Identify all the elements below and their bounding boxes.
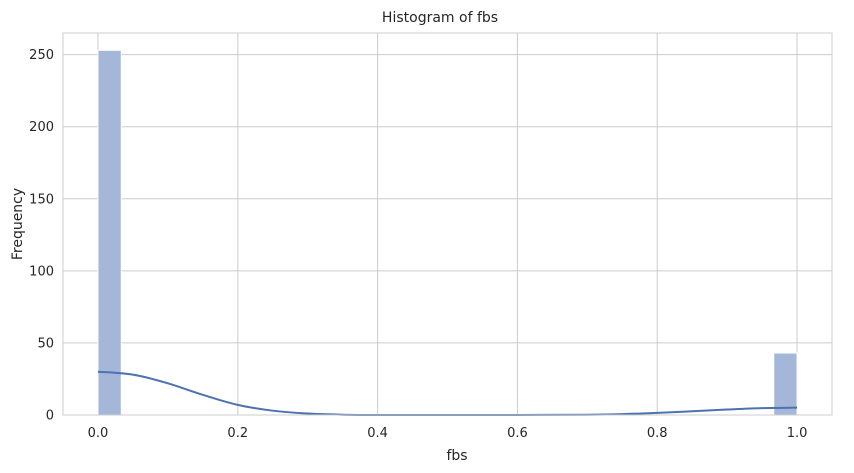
- y-tick-label: 150: [29, 192, 54, 207]
- x-tick-label: 0.4: [367, 426, 388, 441]
- bar-layer: [97, 49, 798, 416]
- kde-curve: [97, 370, 798, 417]
- x-axis-label: fbs: [446, 448, 467, 464]
- chart-title: Histogram of fbs: [382, 10, 498, 26]
- y-tick-labels: 0 50 100 150 200 250: [29, 48, 54, 423]
- histogram-bar: [773, 352, 798, 416]
- plot-frame: [62, 32, 833, 416]
- y-axis-label: Frequency: [10, 188, 26, 260]
- histogram-bar: [97, 49, 122, 416]
- grid-layer: [63, 33, 832, 416]
- x-tick-labels: 0.0 0.2 0.4 0.6 0.8 1.0: [88, 426, 808, 441]
- y-tick-label: 250: [29, 48, 54, 63]
- y-tick-label: 100: [29, 264, 54, 279]
- y-tick-label: 200: [29, 120, 54, 135]
- x-tick-label: 0.8: [647, 426, 668, 441]
- y-tick-label: 0: [46, 409, 54, 424]
- kde-layer: [97, 370, 798, 417]
- x-tick-label: 0.6: [507, 426, 528, 441]
- x-tick-label: 0.2: [227, 426, 248, 441]
- x-tick-label: 1.0: [787, 426, 808, 441]
- y-tick-label: 50: [37, 336, 54, 351]
- x-tick-label: 0.0: [88, 426, 109, 441]
